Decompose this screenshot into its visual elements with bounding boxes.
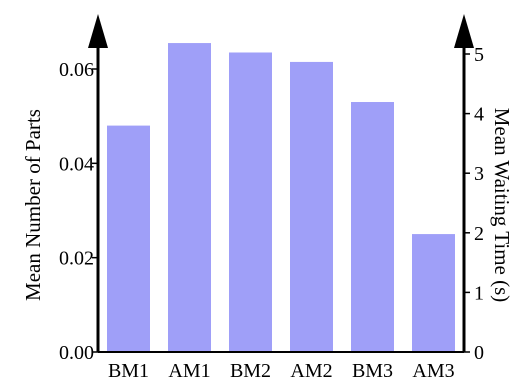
right-y-tick-label: 1	[474, 282, 484, 304]
x-tick-label-am2: AM2	[290, 360, 332, 382]
bar-am2	[290, 61, 333, 353]
x-tick-labels: BM1 AM1 BM2 AM2 BM3 AM3	[108, 360, 455, 382]
right-y-axis-title: Mean Waiting Time (s)	[490, 108, 514, 303]
right-y-tick-label: 5	[474, 44, 484, 66]
bar-bm3	[351, 102, 394, 353]
left-y-tick-label: 0.04	[59, 153, 94, 175]
right-y-tick-label: 0	[474, 342, 484, 364]
left-y-tick-label: 0.02	[59, 248, 94, 270]
x-tick-label-bm3: BM3	[352, 360, 393, 382]
bar-am1	[168, 43, 211, 352]
bar-am3	[412, 234, 455, 352]
right-y-tick-label: 3	[474, 163, 484, 185]
right-y-axis-arrow	[454, 14, 474, 48]
right-y-tick-label: 4	[474, 104, 484, 126]
bar-bm2	[229, 52, 272, 352]
right-y-tick-label: 2	[474, 223, 484, 245]
x-tick-label-bm2: BM2	[230, 360, 271, 382]
x-tick-label-am3: AM3	[412, 360, 454, 382]
x-tick-label-am1: AM1	[168, 360, 210, 382]
x-tick-label-bm1: BM1	[108, 360, 149, 382]
right-y-ticks: 0 1 2 3 4 5	[464, 44, 484, 364]
left-y-axis-title: Mean Number of Parts	[21, 109, 45, 301]
left-y-tick-label: 0.06	[59, 59, 94, 81]
bars-group	[107, 43, 455, 353]
bar-bm1	[107, 125, 150, 352]
left-y-axis-arrow	[88, 14, 108, 48]
left-y-ticks: 0.00 0.02 0.04 0.06	[59, 59, 98, 364]
left-y-tick-label: 0.00	[59, 342, 94, 364]
